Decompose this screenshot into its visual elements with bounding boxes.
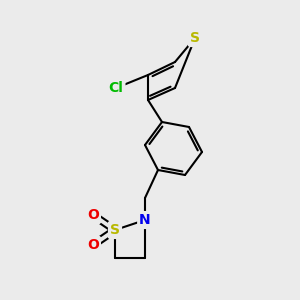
Text: O: O xyxy=(87,208,99,222)
Text: O: O xyxy=(87,238,99,252)
Text: N: N xyxy=(139,213,151,227)
Text: S: S xyxy=(190,31,200,45)
Text: S: S xyxy=(110,223,120,237)
Text: Cl: Cl xyxy=(109,81,123,95)
